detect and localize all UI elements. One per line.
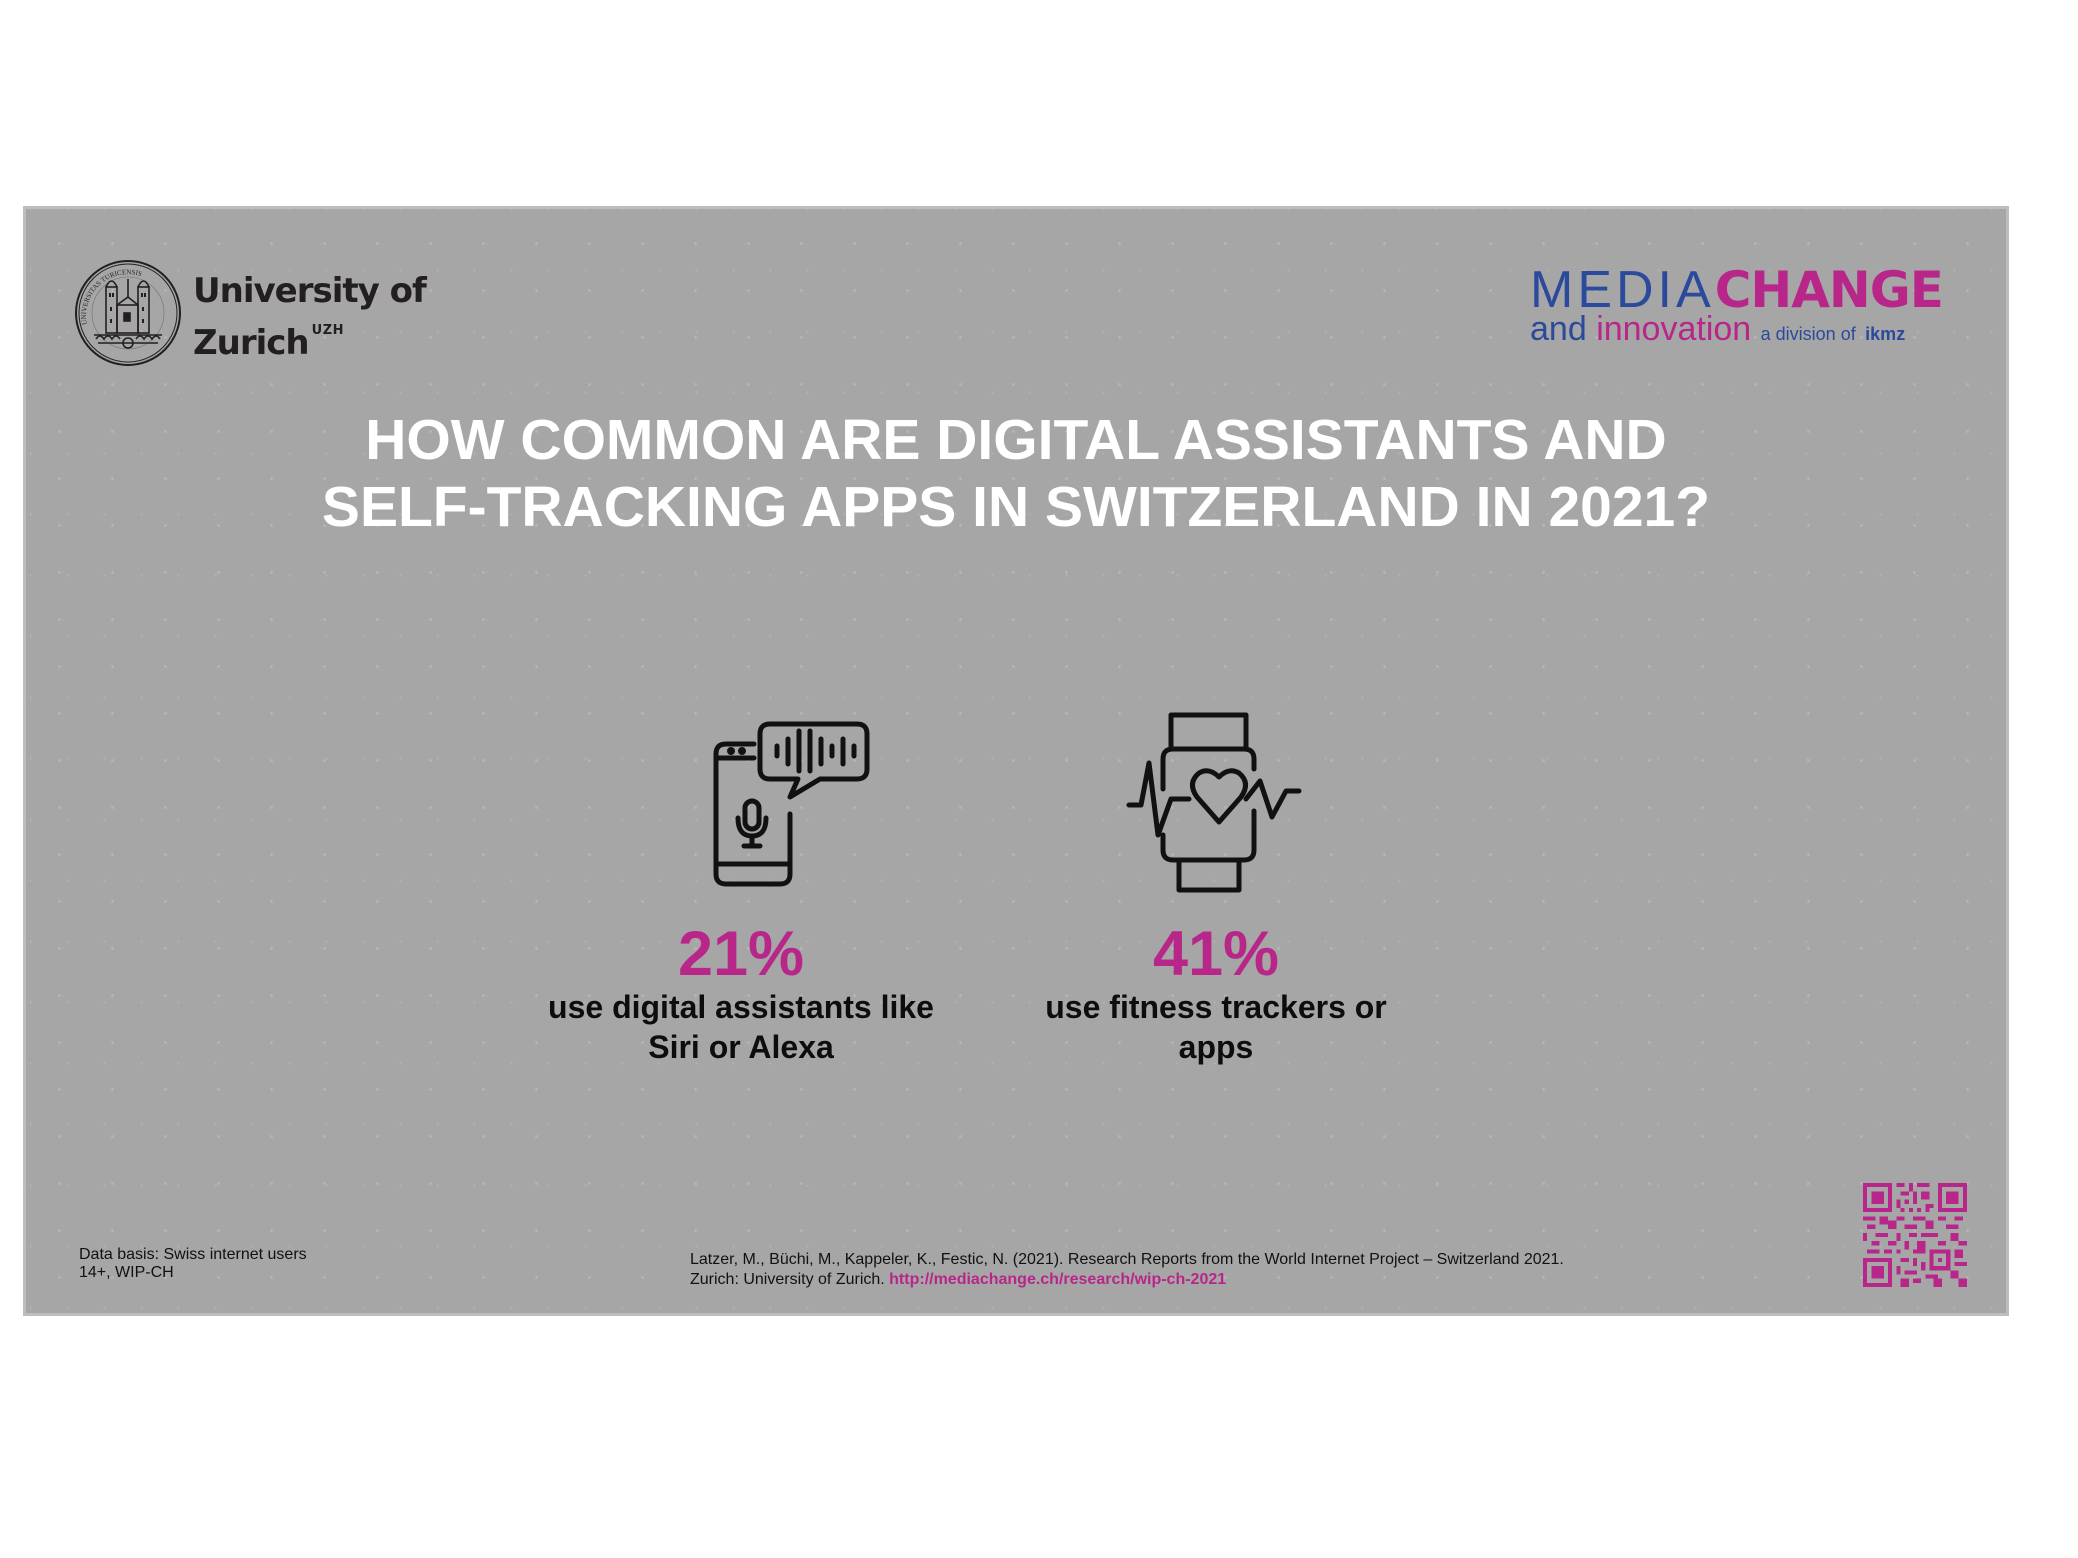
stat-description-line2: apps (1178, 1029, 1254, 1065)
title-line2: SELF-TRACKING APPS IN SWITZERLAND IN 202… (321, 475, 1711, 539)
report-link[interactable]: http://mediachange.ch/research/wip-ch-20… (889, 1271, 1227, 1288)
infographic-panel: UNIVERSITAS TURICENSIS University of Zur… (23, 206, 2009, 1316)
university-seal-icon: UNIVERSITAS TURICENSIS (74, 259, 182, 367)
logo-innovation: innovation (1596, 310, 1752, 348)
stat-digital-assistants: 21% use digital assistants like Siri or … (516, 921, 966, 1067)
logo-division: a division of (1760, 324, 1856, 344)
title-line1: HOW COMMON ARE DIGITAL ASSISTANTS AND (365, 408, 1667, 472)
logo-and: and (1530, 310, 1587, 348)
citation: Latzer, M., Büchi, M., Kappeler, K., Fes… (690, 1250, 1564, 1290)
smartphone-voice-assistant-icon (702, 714, 872, 894)
logo-ikmz: ikmz (1865, 324, 1906, 344)
data-basis-note: Data basis: Swiss internet users 14+, WI… (79, 1246, 339, 1282)
stat-percent: 41% (1152, 919, 1280, 989)
data-basis-line2: 14+, WIP-CH (79, 1264, 174, 1281)
stat-percent: 21% (677, 919, 805, 989)
logo-media: MEDIA (1530, 261, 1715, 319)
stat-description-line1: use fitness trackers or (1045, 989, 1387, 1025)
uzh-line2: Zurich (193, 323, 310, 363)
uzh-superscript: UZH (311, 323, 345, 338)
stat-fitness-trackers: 41% use fitness trackers or apps (991, 921, 1441, 1067)
uzh-wordmark: University of Zurich UZH (193, 271, 427, 363)
mediachange-logo: MEDIACHANGE and innovation a division of… (1530, 264, 1990, 351)
citation-line1: Latzer, M., Büchi, M., Kappeler, K., Fes… (690, 1251, 1564, 1268)
citation-line2: Zurich: University of Zurich. (690, 1271, 890, 1288)
stat-description-line2: Siri or Alexa (648, 1029, 834, 1065)
page-title: HOW COMMON ARE DIGITAL ASSISTANTS AND SE… (26, 407, 2006, 541)
smartwatch-heartbeat-icon (1121, 707, 1317, 897)
qr-code-icon[interactable] (1863, 1183, 1967, 1287)
data-basis-line1: Data basis: Swiss internet users (79, 1246, 307, 1263)
uzh-line1: University of (193, 271, 427, 311)
stat-description-line1: use digital assistants like (548, 989, 934, 1025)
logo-change: CHANGE (1714, 261, 1944, 319)
